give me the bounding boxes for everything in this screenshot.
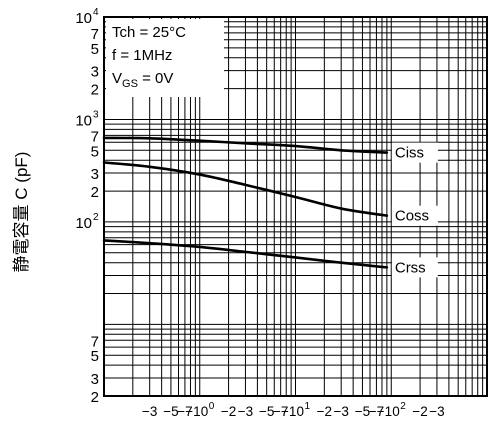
- x-tick-label: −10: [185, 404, 208, 419]
- x-tick-label: −3: [142, 404, 157, 419]
- y-tick-label: 7: [91, 128, 99, 145]
- test-conditions-box: Tch = 25°C f = 1MHz VGS = 0V: [106, 19, 224, 97]
- series-label-crss: Crss: [395, 259, 426, 276]
- series-line-ciss: [102, 136, 389, 154]
- y-tick-label: 5: [91, 41, 99, 58]
- y-tick-label: 5: [91, 143, 99, 160]
- x-tick-label: −3: [238, 404, 253, 419]
- x-tick-label: −2: [221, 404, 236, 419]
- y-tick-label: 3: [91, 371, 99, 388]
- y-tick-label: 2: [91, 82, 99, 99]
- x-tick-exponent: 0: [209, 401, 215, 412]
- x-tick-label: −3: [429, 404, 444, 419]
- y-axis-label: 静電容量 C (pF): [12, 152, 31, 273]
- x-tick-label: −10: [377, 404, 400, 419]
- y-tick-label: 7: [91, 26, 99, 43]
- series-label-ciss: Ciss: [395, 145, 424, 162]
- x-tick-label: −3: [333, 404, 348, 419]
- y-tick-label: 3: [91, 166, 99, 183]
- y-tick-exponent: 4: [93, 7, 99, 18]
- x-tick-label: −2: [317, 404, 332, 419]
- series-label-bg: [391, 142, 438, 163]
- y-tick-label: 2: [91, 389, 99, 406]
- x-tick-label: −5: [163, 404, 178, 419]
- condition-line: f = 1MHz: [112, 47, 172, 64]
- x-tick-label: −7: [369, 404, 384, 419]
- x-tick-label: −5: [259, 404, 274, 419]
- condition-line: Tch = 25°C: [112, 24, 186, 41]
- y-tick-label: 10: [75, 215, 92, 232]
- x-tick-label: −7: [177, 404, 192, 419]
- y-tick-label: 10: [75, 10, 92, 27]
- x-tick-label: −2: [412, 404, 427, 419]
- condition-line: VGS = 0V: [112, 70, 173, 90]
- y-tick-label: 3: [91, 64, 99, 81]
- x-tick-label: −7: [273, 404, 288, 419]
- series-layer: Ciss Coss Crss: [102, 136, 438, 278]
- y-tick-label: 2: [91, 184, 99, 201]
- y-tick-label: 7: [91, 333, 99, 350]
- series-line-crss: [102, 239, 389, 269]
- conditions-bg: [106, 19, 224, 97]
- x-tick-label: −10: [281, 404, 304, 419]
- series-label-coss: Coss: [395, 208, 429, 225]
- y-tick-exponent: 2: [93, 212, 99, 223]
- y-tick-exponent: 3: [93, 109, 99, 120]
- y-tick-label: 10: [75, 112, 92, 129]
- x-tick-exponent: 1: [305, 401, 311, 412]
- x-tick-exponent: 2: [400, 401, 406, 412]
- y-tick-label: 5: [91, 348, 99, 365]
- series-label-bg: [391, 257, 438, 278]
- series-label-bg: [391, 205, 438, 226]
- plot-frame: [103, 16, 488, 397]
- x-tick-labels: −3 −5−7−10 0 −2 −3 −5−7−10 1 −2 −3 −5−7−10 2 −2 −3: [142, 401, 445, 419]
- series-line-coss: [102, 161, 389, 218]
- x-tick-label: −5: [355, 404, 370, 419]
